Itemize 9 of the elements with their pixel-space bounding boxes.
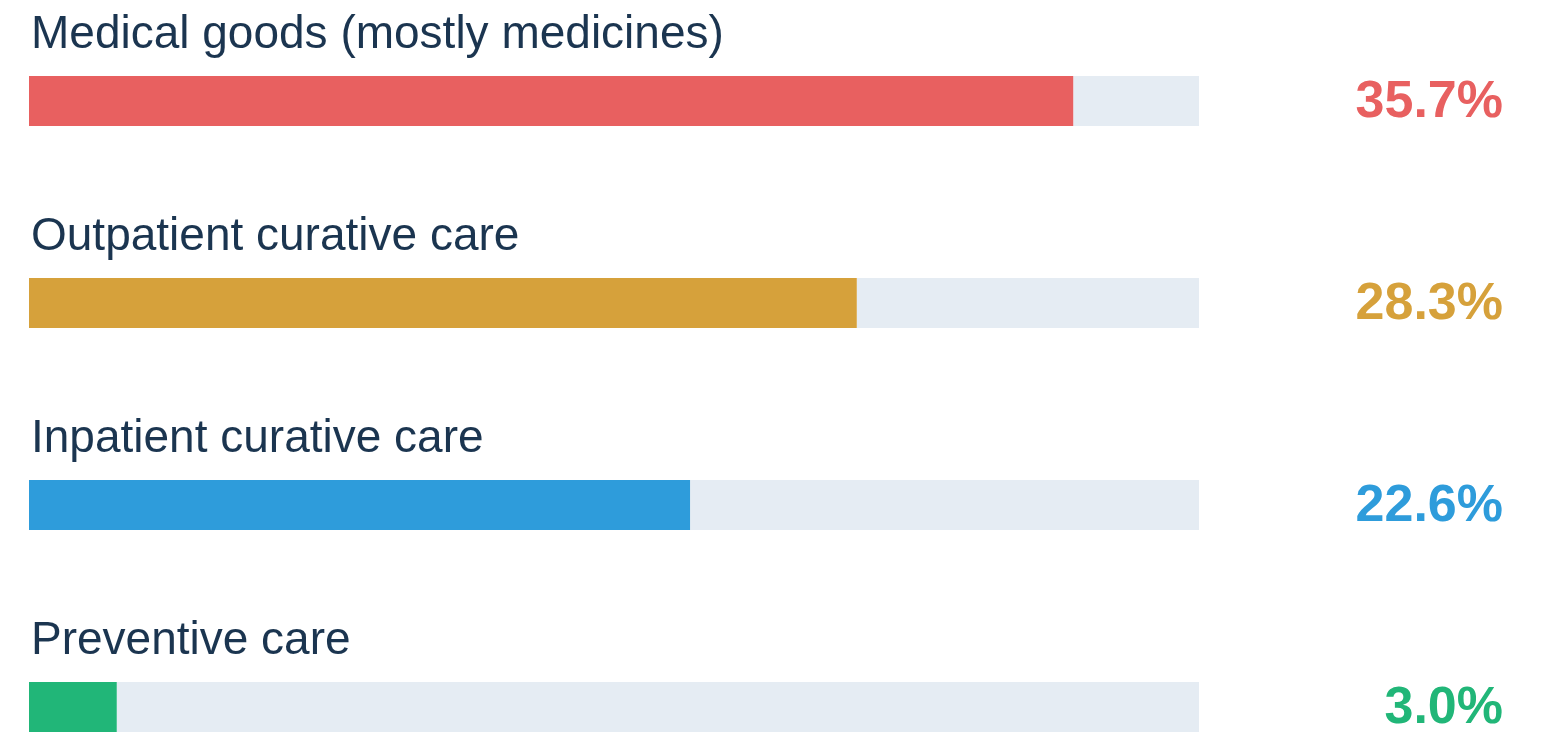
data-label: 3.0%	[1384, 676, 1503, 733]
y-tick-label: Medical goods (mostly medicines)	[31, 6, 724, 58]
bar	[29, 682, 117, 732]
data-label: 35.7%	[1355, 70, 1503, 128]
y-tick-label: Outpatient curative care	[31, 208, 520, 260]
data-label: 22.6%	[1355, 474, 1503, 532]
y-tick-label: Inpatient curative care	[31, 410, 484, 462]
data-label: 28.3%	[1355, 272, 1503, 330]
y-tick-label: Preventive care	[31, 612, 351, 664]
